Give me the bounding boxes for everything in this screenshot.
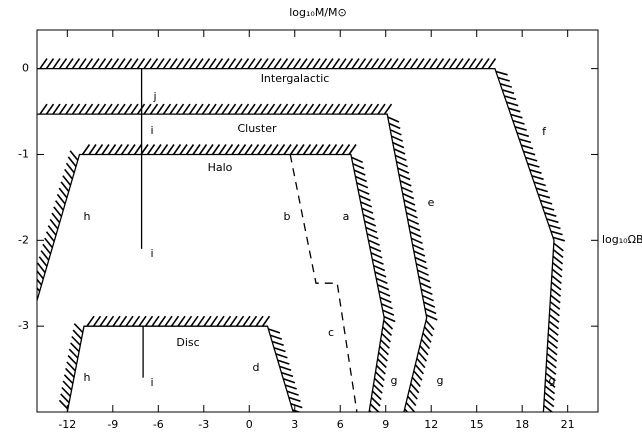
region-label: Intergalactic — [261, 72, 330, 85]
region-label: a — [343, 210, 350, 223]
y-tick-label: -1 — [18, 147, 29, 160]
y-tick-label: 0 — [22, 62, 29, 75]
x-tick-label: 18 — [515, 418, 529, 431]
x-tick-label: -12 — [58, 418, 76, 431]
region-label: b — [284, 210, 291, 223]
region-label: i — [150, 124, 153, 137]
x-tick-label: 21 — [561, 418, 575, 431]
x-tick-label: 12 — [424, 418, 438, 431]
y-tick-label: -2 — [18, 233, 29, 246]
x-tick-label: 6 — [337, 418, 344, 431]
boundary-line — [37, 113, 428, 412]
region-label: h — [84, 371, 91, 384]
x-tick-label: 9 — [382, 418, 389, 431]
boundary-line — [66, 325, 294, 412]
region-label: g — [391, 374, 398, 387]
region-label: i — [150, 247, 153, 260]
boundary-line — [289, 154, 358, 412]
y-tick-label: -3 — [18, 319, 29, 332]
x-tick-label: -6 — [153, 418, 164, 431]
region-label: j — [152, 90, 156, 103]
region-label: h — [84, 210, 91, 223]
region-label: f — [542, 125, 547, 138]
x-tick-label: -3 — [198, 418, 209, 431]
region-label: g — [549, 374, 556, 387]
x-tick-label: 0 — [246, 418, 253, 431]
boundary-line — [37, 67, 555, 412]
region-label: d — [253, 361, 260, 374]
x-tick-label: 3 — [291, 418, 298, 431]
region-label: g — [437, 374, 444, 387]
region-label: c — [328, 326, 334, 339]
hatch — [39, 103, 438, 412]
plot-area — [37, 58, 566, 412]
hatch — [39, 58, 566, 412]
region-label: e — [428, 196, 435, 209]
hatch — [37, 144, 396, 412]
y-axis-label: log₁₀ΩB — [602, 233, 642, 246]
region-label: Halo — [208, 161, 233, 174]
x-tick-label: -9 — [107, 418, 118, 431]
x-tick-label: 15 — [470, 418, 484, 431]
region-label: Disc — [176, 336, 199, 349]
hatch — [58, 315, 303, 412]
x-axis-label: log₁₀M/M⊙ — [289, 6, 347, 19]
region-label: Cluster — [237, 122, 277, 135]
region-label: i — [150, 376, 153, 389]
plot-frame — [36, 29, 599, 413]
